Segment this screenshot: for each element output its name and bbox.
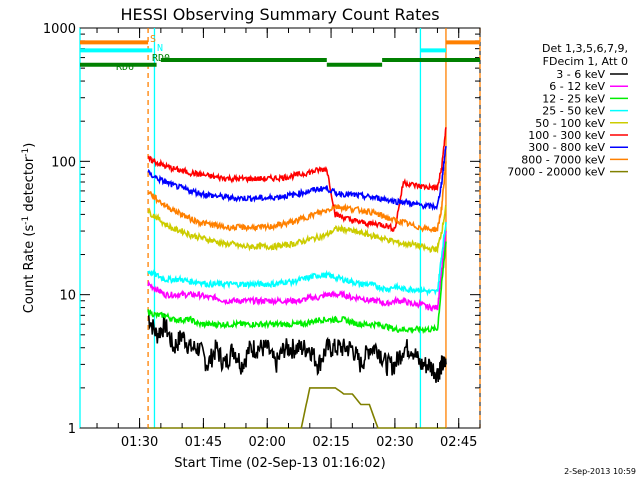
y-tick-label: 10 [59,289,76,304]
legend-header: FDecim 1, Att 0 [543,55,628,68]
legend-entry-label: 7000 - 20000 keV [507,166,605,179]
footer-timestamp: 2-Sep-2013 10:59 [564,467,636,476]
series-line [147,204,447,254]
flag-label-s: S [150,34,156,45]
y-tick-label: 1000 [43,22,76,37]
series-line [148,387,446,429]
x-tick-label: 02:45 [440,435,477,450]
legend-entry-label: 100 - 300 keV [528,129,605,142]
legend-entry-label: 300 - 800 keV [528,141,605,154]
series-line [147,127,447,233]
x-axis-label: Start Time (02-Sep-13 01:16:02) [174,456,385,471]
chart-title: HESSI Observing Summary Count Rates [120,5,439,24]
legend-header: Det 1,3,5,6,7,9, [542,42,628,55]
x-tick-label: 02:30 [376,435,413,450]
series-line [147,241,447,335]
flag-label-rd6: RD6 [116,62,134,73]
legend-entry-label: 25 - 50 keV [542,105,605,118]
legend-entry-label: 6 - 12 keV [549,80,605,93]
y-tick-label: 100 [51,155,76,170]
x-tick-label: 01:45 [185,435,222,450]
legend-entry-label: 12 - 25 keV [542,92,605,105]
flag-label-n: N [157,43,163,54]
series-line [147,161,447,234]
x-tick-label: 01:30 [121,435,158,450]
legend-entry-label: 3 - 6 keV [556,68,605,81]
legend-entry-label: 800 - 7000 keV [521,153,605,166]
series-line [147,222,447,297]
series-line [147,312,447,383]
legend-entry-label: 50 - 100 keV [535,117,605,130]
y-axis-label: Count Rate (s-1 detector-1) [21,143,37,314]
x-tick-label: 02:15 [312,435,349,450]
flag-label-rd0: RD0 [152,53,170,64]
series-line [147,230,447,312]
x-tick-label: 02:00 [248,435,285,450]
series-line [147,145,447,212]
y-tick-label: 1 [68,422,76,437]
